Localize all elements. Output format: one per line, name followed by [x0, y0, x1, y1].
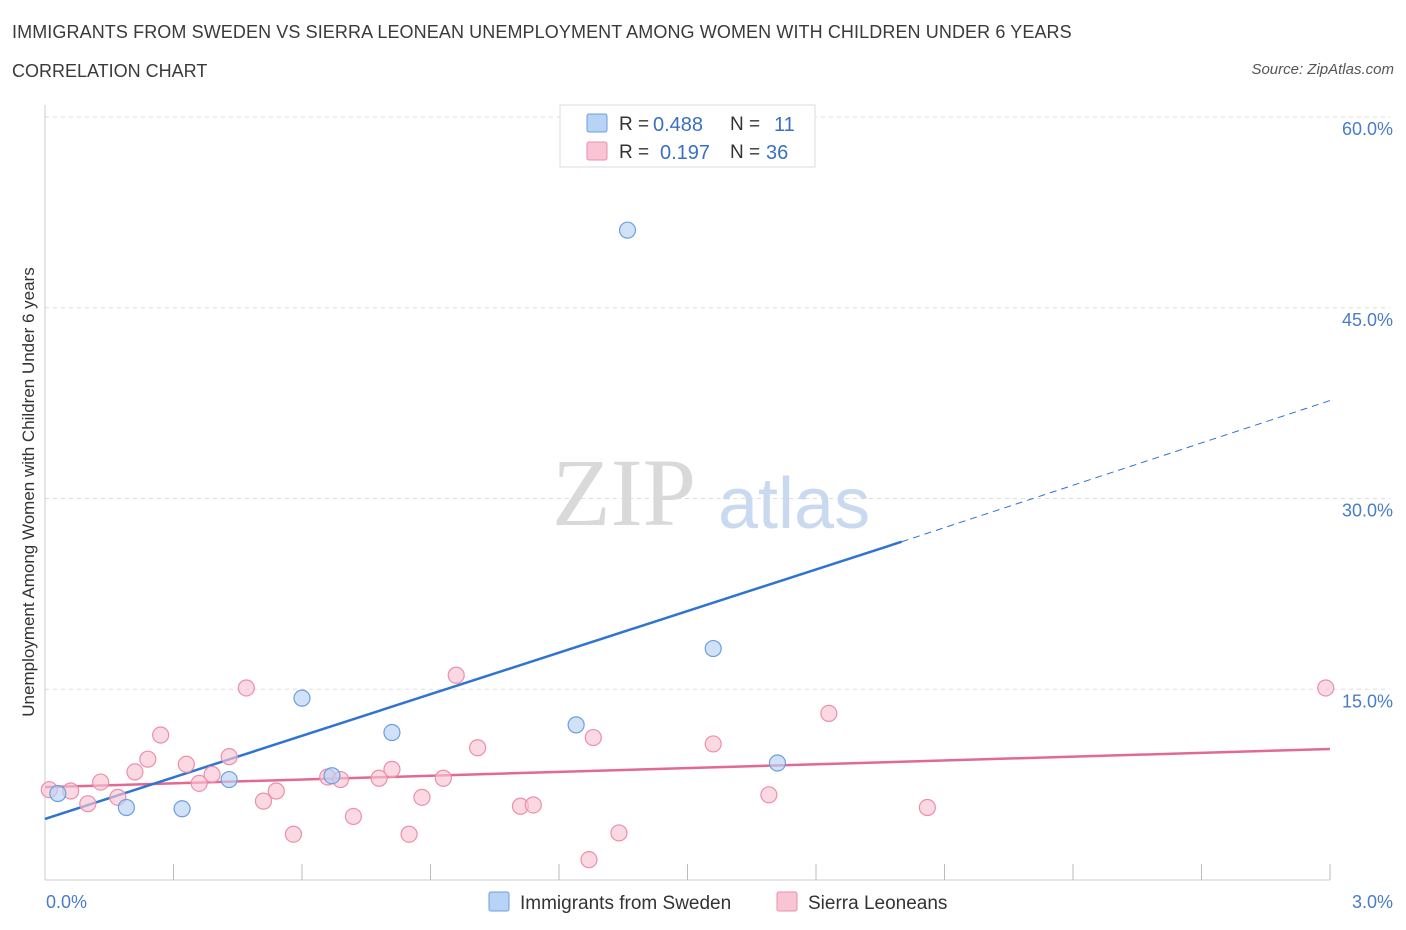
watermark-zip: ZIP [552, 439, 696, 546]
point-sweden-4 [293, 689, 311, 707]
point-sweden-9 [704, 639, 722, 658]
point-sierra-11 [220, 748, 238, 766]
point-sweden-1 [117, 798, 135, 817]
y-tick-label-1: 30.0% [1342, 501, 1393, 521]
point-sierra-9 [190, 774, 208, 792]
point-sierra-14 [267, 782, 285, 800]
point-sierra-3 [92, 773, 110, 791]
point-sierra-8 [177, 755, 195, 773]
point-sweden-8 [618, 221, 637, 239]
point-sierra-32 [760, 786, 778, 804]
point-sierra-30 [610, 824, 628, 842]
point-sierra-6 [139, 750, 157, 768]
point-sierra-15 [284, 825, 303, 843]
data-points [40, 221, 1335, 869]
stats-n-label-sierra: N = [730, 142, 760, 163]
point-sierra-7 [152, 726, 170, 744]
stats-swatch-sweden [586, 113, 608, 133]
point-sierra-31 [704, 735, 722, 753]
point-sierra-34 [918, 798, 936, 817]
stats-legend: R = 0.488 N = 11 R = 0.197 N = 36 [559, 104, 816, 168]
source-credit: Source: ZipAtlas.com [1251, 61, 1394, 78]
point-sierra-21 [400, 825, 418, 843]
x-tick-label-1: 3.0% [1352, 892, 1393, 912]
point-sierra-29 [584, 728, 602, 747]
x-tick-labels: 0.0% 3.0% [46, 892, 1393, 912]
point-sierra-33 [820, 704, 838, 723]
point-sweden-5 [323, 767, 341, 785]
chart-subtitle: CORRELATION CHART [12, 61, 208, 81]
y-tick-label-0: 15.0% [1342, 691, 1393, 711]
legend-label-sierra: Sierra Leoneans [808, 893, 947, 914]
point-sierra-5 [126, 763, 144, 781]
point-sweden-10 [768, 754, 787, 772]
legend-swatch-sierra [776, 891, 798, 912]
y-axis-label: Unemployment Among Women with Children U… [19, 267, 38, 716]
point-sierra-20 [383, 760, 401, 778]
point-sweden-7 [567, 716, 585, 734]
trend-line-sweden-extension [901, 400, 1331, 543]
y-tick-label-2: 45.0% [1342, 310, 1393, 330]
grid-lines [45, 116, 1390, 690]
stats-n-value-sierra: 36 [766, 142, 788, 164]
point-sierra-35 [1317, 679, 1335, 697]
x-tick-label-0: 0.0% [46, 892, 87, 912]
y-tick-label-3: 60.0% [1342, 119, 1393, 139]
point-sweden-3 [220, 770, 238, 789]
point-sierra-28 [580, 851, 598, 869]
trend-line-sierra [44, 747, 1331, 789]
point-sweden-2 [173, 800, 191, 818]
point-sierra-13 [254, 792, 273, 810]
point-sierra-18 [344, 807, 362, 826]
stats-r-label-sierra: R = [619, 142, 649, 163]
watermark-atlas: atlas [718, 464, 870, 544]
stats-r-value-sierra: 0.197 [660, 142, 710, 164]
legend-label-sweden: Immigrants from Sweden [520, 893, 731, 914]
point-sweden-0 [49, 784, 67, 803]
stats-n-label-sweden: N = [730, 114, 760, 135]
point-sierra-19 [370, 769, 388, 787]
y-tick-labels: 15.0% 30.0% 45.0% 60.0% [1342, 119, 1393, 711]
legend-swatch-sweden [488, 891, 510, 912]
point-sierra-24 [447, 666, 465, 684]
point-sierra-25 [469, 739, 487, 757]
point-sierra-10 [203, 765, 221, 784]
stats-n-value-sweden: 11 [774, 114, 795, 136]
series-legend: Immigrants from Sweden Sierra Leoneans [488, 891, 947, 914]
point-sweden-6 [383, 723, 401, 742]
chart-title: IMMIGRANTS FROM SWEDEN VS SIERRA LEONEAN… [12, 22, 1072, 42]
point-sierra-22 [413, 788, 431, 806]
point-sierra-12 [237, 679, 255, 697]
stats-r-label-sweden: R = [619, 114, 649, 135]
point-sierra-2 [79, 795, 97, 813]
stats-r-value-sweden: 0.488 [653, 114, 703, 136]
trend-line-sweden [44, 540, 903, 821]
stats-swatch-sierra [586, 141, 608, 161]
point-sierra-23 [434, 769, 452, 787]
point-sierra-27 [524, 796, 542, 814]
x-axis-ticks [173, 864, 1331, 880]
